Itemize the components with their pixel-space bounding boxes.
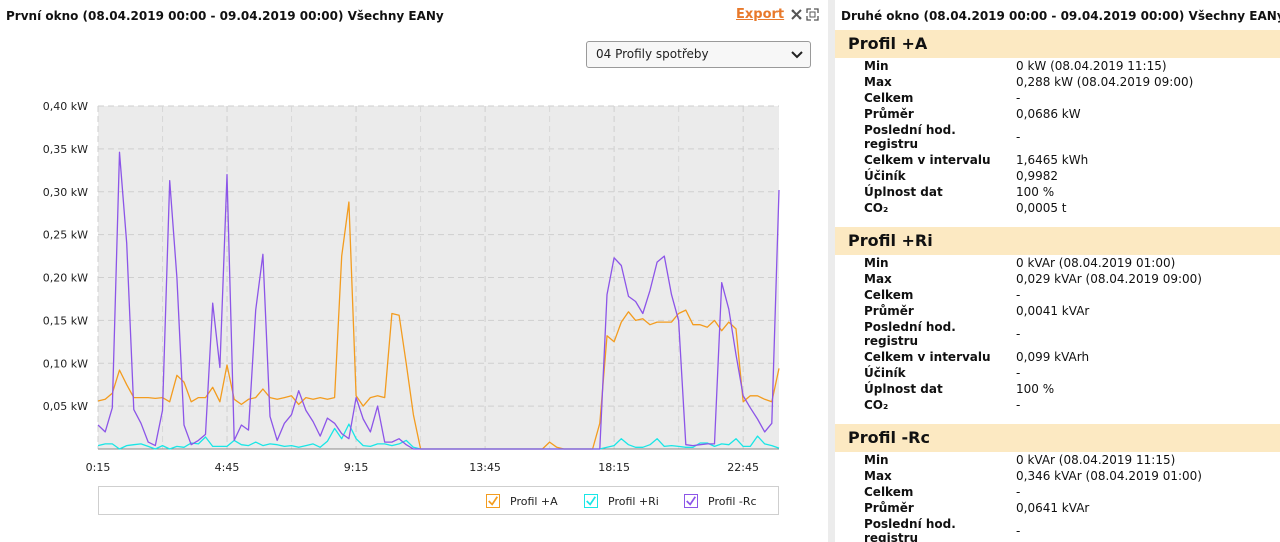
x-tick-label: 0:15 bbox=[86, 461, 111, 474]
stat-label: Průměr bbox=[864, 107, 914, 121]
stat-label: Celkem bbox=[864, 485, 914, 499]
stat-label: Celkem bbox=[864, 91, 914, 105]
stats-section: Profil -Rc Min 0 kVAr (08.04.2019 11:15) Ma… bbox=[835, 424, 1280, 542]
stat-value: 100 % bbox=[1016, 382, 1055, 396]
stat-value: - bbox=[1016, 485, 1021, 499]
stat-label: Poslední hod. registru bbox=[864, 123, 956, 151]
stats-section: Profil +Ri Min 0 kVAr (08.04.2019 01:00) Ma… bbox=[835, 227, 1280, 412]
stat-value: 0 kVAr (08.04.2019 11:15) bbox=[1016, 453, 1176, 467]
stat-label: CO₂ bbox=[864, 398, 889, 412]
stat-label: Úplnost dat bbox=[864, 185, 943, 199]
stat-value: 100 % bbox=[1016, 185, 1055, 199]
legend-label: Profil +A bbox=[510, 495, 558, 508]
stat-value: 0 kVAr (08.04.2019 01:00) bbox=[1016, 256, 1176, 270]
stat-label: Poslední hod. registru bbox=[864, 320, 956, 348]
x-tick-label: 22:45 bbox=[727, 461, 759, 474]
stat-value: 0,0041 kVAr bbox=[1016, 304, 1090, 318]
stat-label: Úplnost dat bbox=[864, 382, 943, 396]
checkbox-checked-icon[interactable] bbox=[486, 494, 500, 508]
series-line-3 bbox=[97, 151, 780, 450]
stat-label: Max bbox=[864, 469, 892, 483]
stat-label: Min bbox=[864, 59, 889, 73]
section-title: Profil +A bbox=[835, 30, 1280, 58]
stat-value: - bbox=[1016, 91, 1021, 105]
profile-line-chart: 0,05 kW 0,10 kW 0,15 kW 0,20 kW 0,25 kW 0,30 … bbox=[43, 100, 780, 474]
x-tick-label: 13:45 bbox=[469, 461, 501, 474]
y-tick-label: 0,10 kW bbox=[43, 357, 88, 370]
chevron-down-icon bbox=[791, 51, 803, 59]
legend-label: Profil -Rc bbox=[708, 495, 757, 508]
stat-value: - bbox=[1016, 398, 1021, 412]
stat-value: 0 kW (08.04.2019 11:15) bbox=[1016, 59, 1167, 73]
y-tick-label: 0,40 kW bbox=[43, 100, 88, 113]
stat-value: 0,346 kVAr (08.04.2019 01:00) bbox=[1016, 469, 1202, 483]
stat-value: 0,288 kW (08.04.2019 09:00) bbox=[1016, 75, 1194, 89]
stat-label: Celkem v intervalu bbox=[864, 350, 991, 364]
stat-label: Poslední hod. registru bbox=[864, 517, 956, 542]
stat-value: - bbox=[1016, 366, 1021, 380]
checkbox-checked-icon[interactable] bbox=[684, 494, 698, 508]
chart-legend: Profil +A Profil +Ri Profil -Rc bbox=[98, 486, 779, 515]
second-window-panel: Druhé okno (08.04.2019 00:00 - 09.04.201… bbox=[835, 0, 1280, 542]
stat-value: - bbox=[1016, 130, 1021, 144]
expand-icon[interactable] bbox=[806, 8, 819, 21]
checkbox-checked-icon[interactable] bbox=[584, 494, 598, 508]
stat-label: CO₂ bbox=[864, 201, 889, 215]
close-icon[interactable] bbox=[790, 8, 803, 21]
section-title: Profil +Ri bbox=[835, 227, 1280, 255]
first-window-title: První okno (08.04.2019 00:00 - 09.04.201… bbox=[6, 9, 444, 23]
stat-label: Min bbox=[864, 453, 889, 467]
stat-label: Min bbox=[864, 256, 889, 270]
profile-select-value: 04 Profily spotřeby bbox=[596, 47, 709, 61]
y-tick-label: 0,25 kW bbox=[43, 229, 88, 242]
stat-label: Celkem v intervalu bbox=[864, 153, 991, 167]
y-tick-label: 0,05 kW bbox=[43, 400, 88, 413]
first-window-panel: První okno (08.04.2019 00:00 - 09.04.201… bbox=[6, 0, 829, 542]
y-tick-label: 0,30 kW bbox=[43, 186, 88, 199]
stat-value: - bbox=[1016, 524, 1021, 538]
x-tick-label: 9:15 bbox=[344, 461, 369, 474]
stat-label: Max bbox=[864, 75, 892, 89]
stat-value: - bbox=[1016, 327, 1021, 341]
window-splitter[interactable] bbox=[828, 0, 835, 542]
stat-value: 0,0005 t bbox=[1016, 201, 1067, 215]
stat-value: - bbox=[1016, 288, 1021, 302]
series-line-1 bbox=[97, 201, 780, 450]
section-title: Profil -Rc bbox=[835, 424, 1280, 452]
profile-select[interactable]: 04 Profily spotřeby bbox=[586, 41, 811, 68]
stat-value: 0,029 kVAr (08.04.2019 09:00) bbox=[1016, 272, 1202, 286]
stat-label: Účiník bbox=[864, 169, 906, 183]
stat-value: 1,6465 kWh bbox=[1016, 153, 1089, 167]
stat-label: Celkem bbox=[864, 288, 914, 302]
x-tick-label: 4:45 bbox=[215, 461, 240, 474]
stat-label: Průměr bbox=[864, 501, 914, 515]
legend-label: Profil +Ri bbox=[608, 495, 659, 508]
stats-section: Profil +A Min 0 kW (08.04.2019 11:15) Max 0,… bbox=[835, 30, 1280, 215]
export-link[interactable]: Export bbox=[736, 7, 785, 22]
stat-label: Max bbox=[864, 272, 892, 286]
second-window-title: Druhé okno (08.04.2019 00:00 - 09.04.201… bbox=[841, 9, 1280, 23]
y-tick-label: 0,20 kW bbox=[43, 272, 88, 285]
stat-label: Průměr bbox=[864, 304, 914, 318]
stat-value: 0,099 kVArh bbox=[1016, 350, 1090, 364]
y-tick-label: 0,35 kW bbox=[43, 143, 88, 156]
stat-value: 0,9982 bbox=[1016, 169, 1058, 183]
stat-value: 0,0641 kVAr bbox=[1016, 501, 1090, 515]
y-tick-label: 0,15 kW bbox=[43, 314, 88, 327]
x-tick-label: 18:15 bbox=[598, 461, 630, 474]
series-line-2 bbox=[97, 423, 780, 450]
stat-label: Účiník bbox=[864, 366, 906, 380]
stat-value: 0,0686 kW bbox=[1016, 107, 1081, 121]
